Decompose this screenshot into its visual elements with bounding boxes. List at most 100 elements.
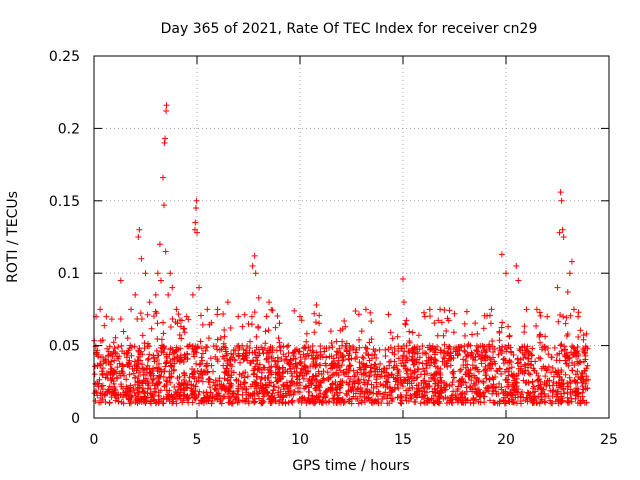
data-point-marker <box>440 332 447 339</box>
data-point-marker <box>486 376 493 383</box>
data-point-marker <box>345 381 352 388</box>
y-tick-labels: 0 0.05 0.1 0.15 0.2 0.25 <box>49 49 80 427</box>
data-point-marker <box>413 374 420 381</box>
data-point-marker <box>489 338 496 345</box>
data-point-marker <box>247 393 254 400</box>
data-point-marker <box>424 370 431 377</box>
data-point-marker <box>524 364 531 371</box>
data-point-marker <box>214 306 221 313</box>
data-point-marker <box>498 384 505 391</box>
x-tick-label: 0 <box>90 432 99 448</box>
data-point-marker <box>515 277 522 284</box>
data-point-marker <box>317 362 324 369</box>
data-point-marker <box>350 343 357 350</box>
data-point-marker <box>201 395 208 402</box>
data-point-marker <box>244 373 251 380</box>
data-point-marker <box>299 372 306 379</box>
data-point-marker <box>213 386 220 393</box>
data-point-marker <box>513 383 520 390</box>
data-point-marker <box>219 353 226 360</box>
data-point-marker <box>144 343 151 350</box>
data-point-marker <box>475 377 482 384</box>
data-point-marker <box>507 359 514 366</box>
data-point-marker <box>432 397 439 404</box>
data-point-marker <box>175 387 182 394</box>
data-point-marker <box>362 364 369 371</box>
data-point-marker <box>272 374 279 381</box>
data-point-marker <box>527 361 534 368</box>
data-point-marker <box>167 324 174 331</box>
data-point-marker <box>119 394 126 401</box>
data-point-marker <box>234 343 241 350</box>
data-point-marker <box>195 391 202 398</box>
axis-ticks <box>93 55 610 419</box>
data-point-marker <box>208 400 215 407</box>
data-point-marker <box>183 384 190 391</box>
data-point-marker <box>432 346 439 353</box>
data-point-marker <box>189 291 196 298</box>
data-point-marker <box>419 343 426 350</box>
data-point-marker <box>413 359 420 366</box>
data-point-marker <box>205 397 212 404</box>
data-point-marker <box>366 372 373 379</box>
data-point-marker <box>103 370 110 377</box>
data-point-marker <box>277 388 284 395</box>
data-point-marker <box>424 399 431 406</box>
data-point-marker <box>296 379 303 386</box>
data-point-marker <box>268 379 275 386</box>
data-point-marker <box>301 385 308 392</box>
data-points <box>91 102 592 407</box>
data-point-marker <box>267 371 274 378</box>
data-point-marker <box>494 368 501 375</box>
data-point-marker <box>341 317 348 324</box>
data-point-marker <box>315 379 322 386</box>
data-point-marker <box>415 332 422 339</box>
data-point-marker <box>478 360 485 367</box>
data-point-marker <box>176 381 183 388</box>
data-point-marker <box>126 371 133 378</box>
data-point-marker <box>561 390 568 397</box>
data-point-marker <box>438 390 445 397</box>
data-point-marker <box>483 353 490 360</box>
data-point-marker <box>577 397 584 404</box>
data-point-marker <box>286 392 293 399</box>
data-point-marker <box>124 349 131 356</box>
data-point-marker <box>145 382 152 389</box>
data-point-marker <box>501 394 508 401</box>
data-point-marker <box>95 353 102 360</box>
data-point-marker <box>567 390 574 397</box>
data-point-marker <box>457 368 464 375</box>
data-point-marker <box>269 390 276 397</box>
data-point-marker <box>150 366 157 373</box>
data-point-marker <box>159 319 166 326</box>
data-point-marker <box>413 392 420 399</box>
data-point-marker <box>441 307 448 314</box>
data-point-marker <box>251 399 258 406</box>
data-point-marker <box>311 329 318 336</box>
data-point-marker <box>279 399 286 406</box>
data-point-marker <box>371 351 378 358</box>
data-point-marker <box>301 355 308 362</box>
data-point-marker <box>163 396 170 403</box>
data-point-marker <box>198 397 205 404</box>
data-point-marker <box>506 332 513 339</box>
data-point-marker <box>224 299 231 306</box>
data-point-marker <box>285 360 292 367</box>
data-point-marker <box>297 354 304 361</box>
data-point-marker <box>410 361 417 368</box>
data-point-marker <box>562 320 569 327</box>
data-point-marker <box>486 312 493 319</box>
data-point-marker <box>548 354 555 361</box>
data-point-marker <box>246 345 253 352</box>
plot-border <box>93 55 610 419</box>
data-point-marker <box>124 335 131 342</box>
data-point-marker <box>300 375 307 382</box>
data-point-marker <box>575 313 582 320</box>
data-point-marker <box>498 324 505 331</box>
data-point-marker <box>406 337 413 344</box>
data-point-marker <box>480 347 487 354</box>
data-point-marker <box>260 385 267 392</box>
data-point-marker <box>549 400 556 407</box>
data-point-marker <box>190 371 197 378</box>
data-point-marker <box>297 360 304 367</box>
